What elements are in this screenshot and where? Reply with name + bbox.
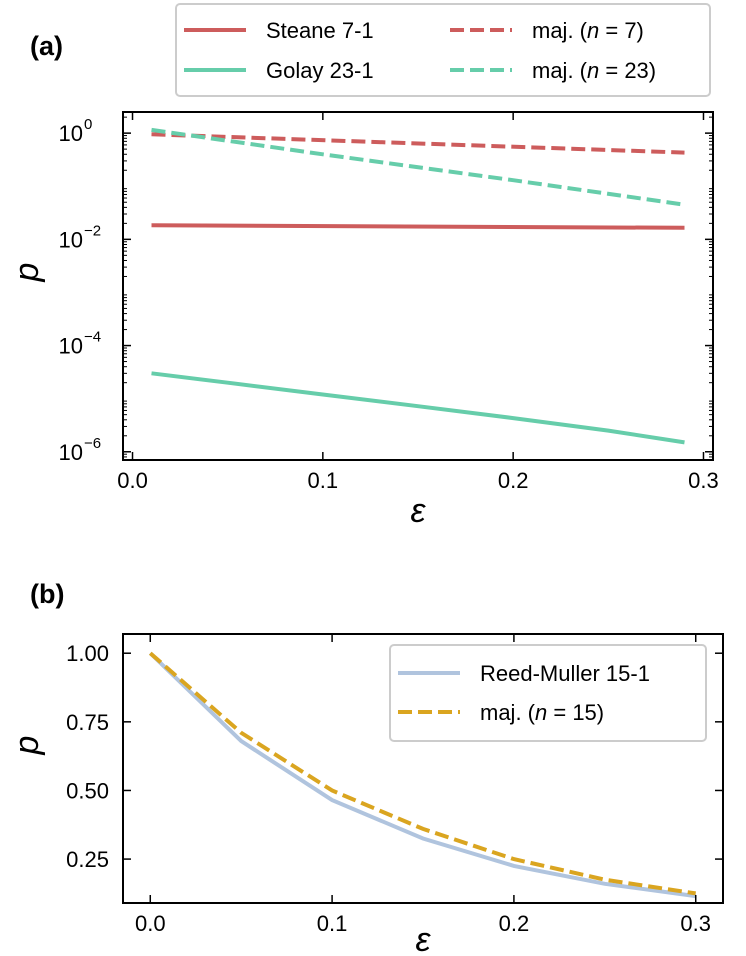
legend-label: maj. (n = 15)	[480, 700, 604, 725]
y-tick-label: 10	[59, 227, 83, 252]
x-tick-label: 0.3	[688, 468, 719, 493]
series-line-2	[151, 371, 685, 445]
legend-label: Steane 7-1	[266, 18, 374, 43]
chart-panel-1: 0.0 0.1 0.2 0.310−610−410−210 0εp(a)Steane 7…	[8, 3, 719, 530]
x-tick-label: 0.3	[680, 911, 711, 936]
y-tick-label: 10	[59, 440, 83, 465]
y-tick-label-exponent: −2	[84, 222, 101, 239]
x-tick-label: 0.1	[317, 911, 348, 936]
series-line-2	[148, 651, 696, 896]
legend: Reed-Muller 15-1 maj. (n = 15)	[389, 644, 707, 742]
y-tick-label: 0.25	[66, 847, 109, 872]
y-axis-label: p	[8, 736, 46, 756]
legend-label: maj. (n = 7)	[532, 18, 644, 43]
series-line-1	[148, 651, 696, 899]
y-tick-label-exponent: −6	[84, 435, 101, 452]
panel-label: (a)	[30, 31, 63, 61]
legend-label: Golay 23-1	[266, 58, 374, 83]
legend-label: maj. (n = 23)	[532, 58, 656, 83]
panel-label: (b)	[30, 579, 64, 609]
plot-frame	[122, 111, 714, 461]
y-tick-label: 0.75	[66, 710, 109, 735]
plot-frame	[122, 633, 724, 904]
series-line-1	[151, 223, 685, 230]
y-axis-label: p	[8, 263, 46, 283]
y-tick-label-exponent: 0	[84, 116, 92, 133]
legend: Steane 7-1 Golay 23-1 maj. (n = 7) maj. (n …	[175, 3, 711, 97]
y-tick-label-exponent: −4	[84, 329, 101, 346]
y-tick-label: 1.00	[66, 641, 109, 666]
x-tick-label: 0.2	[498, 468, 529, 493]
legend-box	[389, 644, 707, 742]
legend-label: Reed-Muller 15-1	[480, 661, 650, 686]
series-line-4	[151, 127, 685, 207]
legend-box	[175, 3, 711, 97]
x-axis-label: ε	[411, 492, 427, 530]
y-tick-label: 10	[59, 121, 83, 146]
chart-panel-2: 0.0 0.1 0.2 0.3 0.25 0.50 0.75 1.00 ε p (b) Reed-Mu…	[8, 579, 724, 956]
y-tick-label: 0.50	[66, 778, 109, 803]
x-axis-label: ε	[416, 921, 432, 956]
x-tick-label: 0.1	[308, 468, 339, 493]
x-tick-label: 0.2	[499, 911, 530, 936]
x-tick-label: 0.0	[117, 468, 148, 493]
x-tick-label: 0.0	[135, 911, 166, 936]
series-line-3	[151, 132, 685, 155]
y-tick-label: 10	[59, 334, 83, 359]
